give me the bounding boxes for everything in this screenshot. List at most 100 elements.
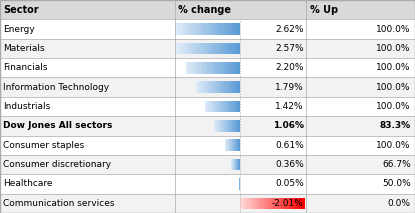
Bar <box>189 43 193 54</box>
Text: 1.79%: 1.79% <box>275 83 304 92</box>
Bar <box>231 159 232 170</box>
Bar <box>235 140 237 151</box>
Text: -2.01%: -2.01% <box>272 199 304 208</box>
Bar <box>233 81 236 93</box>
Bar <box>234 43 237 54</box>
Bar <box>234 159 235 170</box>
Text: Industrials: Industrials <box>3 102 51 111</box>
Bar <box>214 120 215 132</box>
Bar <box>231 120 232 132</box>
Bar <box>227 101 230 112</box>
Bar <box>219 101 221 112</box>
Bar <box>259 197 262 209</box>
Bar <box>279 197 281 209</box>
Bar <box>194 62 197 73</box>
Bar <box>220 101 223 112</box>
Bar <box>205 101 207 112</box>
Bar <box>208 43 212 54</box>
Bar <box>211 43 215 54</box>
Bar <box>201 23 205 35</box>
Bar <box>300 197 303 209</box>
Text: Communication services: Communication services <box>3 199 115 208</box>
Bar <box>213 62 216 73</box>
Bar <box>285 197 288 209</box>
Bar <box>205 81 207 93</box>
Text: 100.0%: 100.0% <box>376 24 411 33</box>
Bar <box>213 81 216 93</box>
Bar <box>255 197 258 209</box>
Bar <box>253 197 255 209</box>
Bar <box>238 81 240 93</box>
Bar <box>239 159 240 170</box>
Bar <box>215 81 218 93</box>
Bar <box>237 101 239 112</box>
Bar <box>188 62 191 73</box>
Bar <box>239 178 240 190</box>
Bar <box>239 120 240 132</box>
Bar <box>208 101 210 112</box>
Bar <box>234 140 236 151</box>
Bar <box>233 120 235 132</box>
Bar <box>232 120 234 132</box>
Bar <box>239 178 240 190</box>
Text: Healthcare: Healthcare <box>3 180 53 189</box>
Bar <box>227 140 228 151</box>
Bar <box>235 81 238 93</box>
Bar <box>231 81 234 93</box>
Bar <box>224 120 226 132</box>
Bar <box>239 178 240 190</box>
Bar <box>215 120 217 132</box>
Bar <box>202 43 205 54</box>
Bar <box>202 62 205 73</box>
Bar <box>175 23 179 35</box>
Bar <box>242 197 244 209</box>
Bar <box>237 159 238 170</box>
Bar <box>205 62 208 73</box>
Text: 2.57%: 2.57% <box>275 44 304 53</box>
Bar <box>178 23 182 35</box>
Bar <box>238 159 239 170</box>
Bar <box>199 43 202 54</box>
Bar <box>212 101 214 112</box>
Bar <box>0 135 415 155</box>
Bar <box>217 43 221 54</box>
Bar <box>234 101 237 112</box>
Text: 100.0%: 100.0% <box>376 102 411 111</box>
Text: 100.0%: 100.0% <box>376 63 411 72</box>
Text: 2.62%: 2.62% <box>275 24 304 33</box>
Bar <box>207 62 210 73</box>
Bar <box>185 23 188 35</box>
Bar <box>225 140 226 151</box>
Bar <box>234 120 237 132</box>
Bar <box>204 23 208 35</box>
Bar <box>229 140 230 151</box>
Text: Consumer discretionary: Consumer discretionary <box>3 160 112 169</box>
Bar <box>224 23 227 35</box>
Bar <box>237 140 238 151</box>
Bar <box>195 81 198 93</box>
Bar <box>234 140 235 151</box>
Bar <box>226 140 227 151</box>
Bar <box>266 197 269 209</box>
Bar <box>303 197 305 209</box>
Bar <box>237 159 238 170</box>
Bar <box>195 23 198 35</box>
Bar <box>205 43 208 54</box>
Text: 0.61%: 0.61% <box>275 141 304 150</box>
Bar <box>199 62 202 73</box>
Bar <box>186 62 189 73</box>
Bar <box>296 197 298 209</box>
Bar <box>233 159 234 170</box>
Bar <box>239 178 240 190</box>
Bar <box>224 101 226 112</box>
Bar <box>0 155 415 174</box>
Bar <box>238 101 240 112</box>
Bar <box>196 62 200 73</box>
Bar <box>231 140 232 151</box>
Bar <box>183 43 186 54</box>
Text: 0.0%: 0.0% <box>388 199 411 208</box>
Bar <box>186 43 190 54</box>
Bar <box>239 178 240 190</box>
Text: 83.3%: 83.3% <box>380 121 411 130</box>
Bar <box>232 140 234 151</box>
